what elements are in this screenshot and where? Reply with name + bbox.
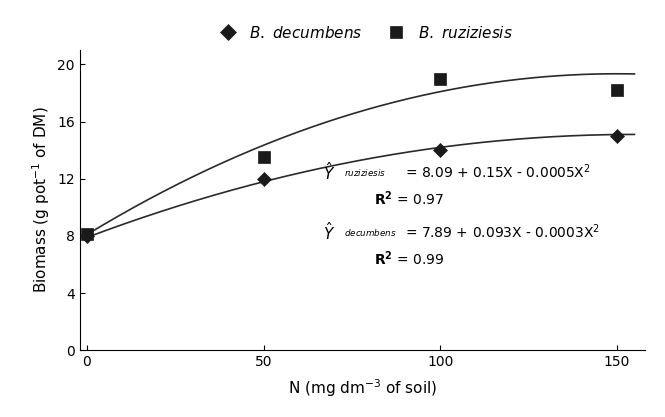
- Y-axis label: Biomass (g pot$^{-1}$ of DM): Biomass (g pot$^{-1}$ of DM): [30, 107, 52, 294]
- Text: $\mathbf{R^2}$ = 0.99: $\mathbf{R^2}$ = 0.99: [374, 249, 444, 268]
- Text: $_{decumbens}$: $_{decumbens}$: [344, 225, 397, 238]
- Text: = 8.09 + 0.15X - 0.0005X$^2$: = 8.09 + 0.15X - 0.0005X$^2$: [405, 162, 591, 181]
- Text: $\hat{Y}$: $\hat{Y}$: [323, 161, 335, 183]
- Text: $_{ruziziesis}$: $_{ruziziesis}$: [344, 165, 386, 178]
- Text: $\mathbf{R^2}$ = 0.97: $\mathbf{R^2}$ = 0.97: [374, 189, 444, 208]
- Text: = 7.89 + 0.093X - 0.0003X$^2$: = 7.89 + 0.093X - 0.0003X$^2$: [405, 222, 600, 241]
- Legend: $\it{B.\ decumbens}$, $\it{B.\ ruziziesis}$: $\it{B.\ decumbens}$, $\it{B.\ ruziziesi…: [206, 19, 519, 47]
- Text: $\hat{Y}$: $\hat{Y}$: [323, 221, 335, 243]
- X-axis label: N (mg dm$^{-3}$ of soil): N (mg dm$^{-3}$ of soil): [288, 377, 437, 399]
